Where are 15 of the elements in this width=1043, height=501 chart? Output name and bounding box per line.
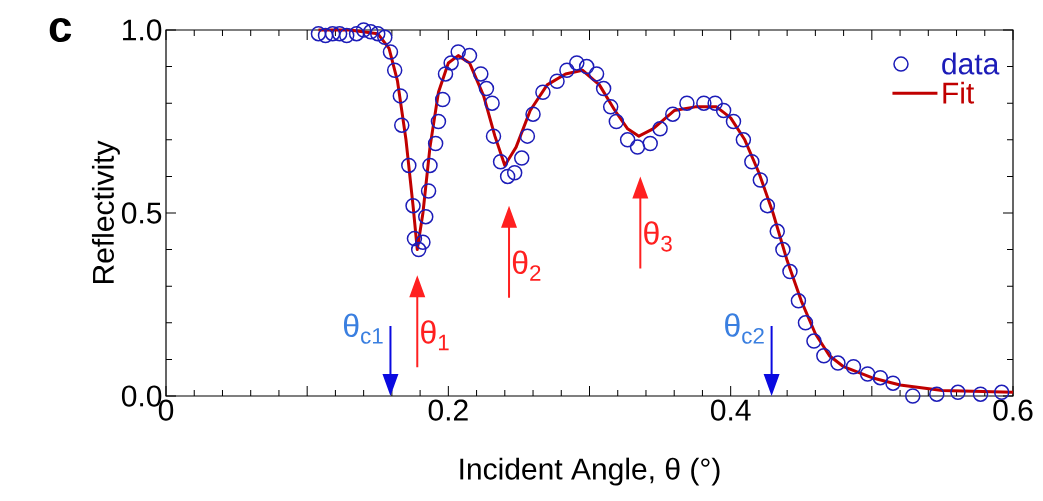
x-tick-label: 0.6	[993, 399, 1033, 421]
annotation: θ$_{2}$	[512, 250, 541, 281]
annotation: θ$_{c2}$	[725, 313, 764, 344]
legend-label: data	[942, 52, 1000, 75]
x-tick-label: 0.2	[428, 399, 468, 421]
y-axis-title: Reflectivity	[91, 140, 120, 284]
x-axis-title: Incident Angle, θ (°)	[460, 457, 720, 486]
y-tick-label: 0.5	[121, 202, 162, 224]
y-tick-label: 1.0	[123, 19, 162, 41]
legend-label: Fit	[943, 81, 975, 104]
annotation: θ$_{3}$	[644, 221, 672, 252]
annotation: θ$_{1}$	[421, 320, 449, 351]
annotation: θ$_{c1}$	[343, 313, 383, 344]
text: c	[49, 17, 72, 43]
x-tick-label: 0.4	[710, 399, 751, 421]
